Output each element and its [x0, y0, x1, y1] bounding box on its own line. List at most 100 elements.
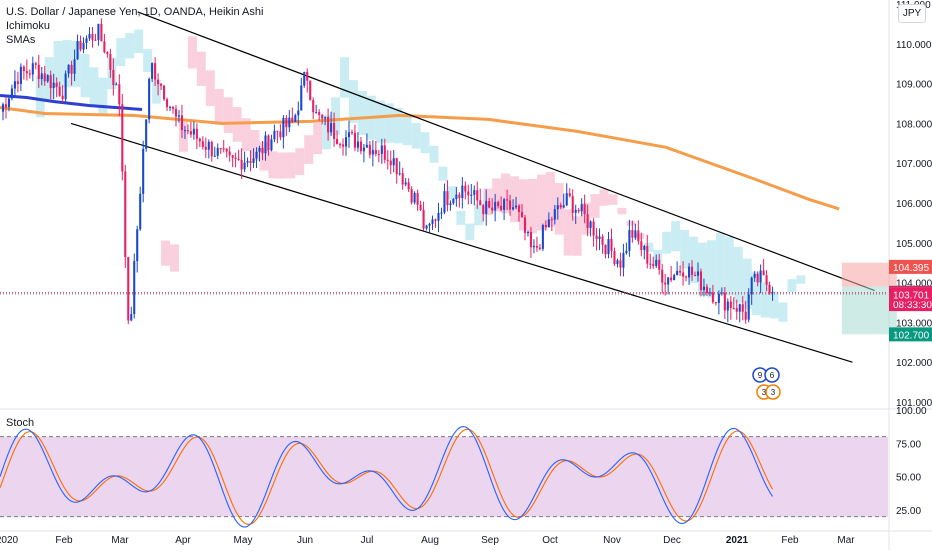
indicator-ichimoku[interactable]: Ichimoku [6, 20, 51, 32]
candle-body [261, 147, 264, 154]
candle-body [115, 84, 118, 86]
candle-body [634, 230, 637, 238]
kumo-segment [689, 236, 698, 284]
candle-body [171, 107, 175, 109]
candle-body [440, 212, 443, 214]
candle-body [726, 301, 729, 311]
candle-body [228, 151, 231, 156]
candle-body [28, 73, 31, 75]
candle-body [625, 250, 628, 254]
candle-body [711, 292, 714, 303]
kumo-segment [492, 178, 502, 212]
candle-body [622, 253, 625, 268]
candle-body [526, 231, 530, 233]
indicator-smas[interactable]: SMAs [6, 34, 36, 46]
candle-body [601, 236, 604, 245]
candle-body [312, 100, 315, 113]
candle-body [309, 80, 312, 101]
candle-body [19, 66, 22, 84]
candle-body [106, 52, 109, 55]
kumo-segment [134, 29, 144, 54]
kumo-segment [715, 233, 725, 293]
candle-body [249, 161, 252, 163]
candle-body [604, 244, 607, 255]
kumo-segment [447, 186, 457, 200]
candle-body [667, 277, 670, 285]
candle-body [237, 158, 240, 160]
kumo-segment [393, 107, 403, 144]
candle-body [458, 194, 461, 199]
candle-body [270, 139, 273, 151]
candle-body [419, 204, 422, 210]
x-tick-label: Oct [542, 535, 558, 546]
candle-body [583, 204, 586, 215]
candle-body [640, 241, 643, 250]
kumo-segment [536, 174, 546, 231]
y-tick-label: 106.000 [896, 199, 932, 210]
candle-body [741, 304, 744, 312]
candle-body [464, 185, 467, 192]
kumo-segment [80, 54, 90, 98]
candle-body [586, 214, 589, 228]
candle-body [222, 148, 225, 150]
stoch-pane-title[interactable]: Stoch [6, 417, 35, 429]
candle-body [497, 201, 500, 206]
kumo-segment [44, 57, 54, 103]
candle-body [729, 301, 732, 309]
candle-body [404, 182, 407, 185]
candle-body [449, 203, 452, 206]
sma-short-line [0, 94, 143, 111]
candle-body [503, 199, 506, 210]
kumo-segment [107, 57, 117, 90]
candle-body [762, 270, 765, 276]
candle-body [133, 261, 136, 315]
candle-body [693, 274, 697, 276]
x-tick-label: 2021 [726, 535, 749, 546]
candle-body [699, 271, 703, 290]
kumo-segment [465, 223, 475, 241]
candle-body [273, 130, 276, 140]
candle-body [160, 84, 163, 86]
candle-body [10, 88, 13, 99]
kumo-segment [402, 114, 412, 146]
candle-body [690, 266, 694, 275]
candle-body [112, 69, 115, 86]
candle-body [121, 104, 124, 172]
kumo-segment [527, 178, 537, 234]
kumo-segment [474, 204, 484, 226]
candle-body [339, 144, 342, 146]
y-tick-label: 102.000 [896, 358, 932, 369]
candle-body [553, 209, 556, 220]
kumo-segment [313, 122, 323, 155]
candle-body [437, 212, 440, 221]
candle-body [685, 276, 688, 278]
candle-body [619, 260, 622, 268]
x-tick-label: Sep [481, 535, 499, 546]
candle-body [321, 115, 324, 119]
candle-body [664, 282, 667, 285]
y-tick-label: 101.000 [896, 398, 932, 409]
kumo-segment [680, 229, 690, 269]
candle-body [207, 141, 210, 150]
candle-body [34, 63, 37, 65]
stoch-y-tick: 50.00 [896, 473, 921, 484]
candle-body [16, 81, 19, 84]
candle-body [97, 23, 100, 40]
kumo-segment [214, 88, 224, 126]
kumo-segment [152, 80, 162, 104]
candle-body [559, 205, 562, 208]
kumo-segment [626, 220, 636, 226]
candle-body [649, 263, 652, 265]
candle-body [434, 219, 437, 221]
candle-body [473, 190, 476, 195]
kumo-segment [778, 302, 788, 322]
stoch-y-tick: 100.00 [896, 406, 927, 417]
candle-body [628, 230, 631, 251]
candle-body [556, 205, 559, 210]
candle-body [37, 64, 40, 80]
candle-body [702, 286, 705, 290]
currency-badge[interactable]: JPY [898, 4, 926, 23]
candle-body [431, 219, 434, 224]
